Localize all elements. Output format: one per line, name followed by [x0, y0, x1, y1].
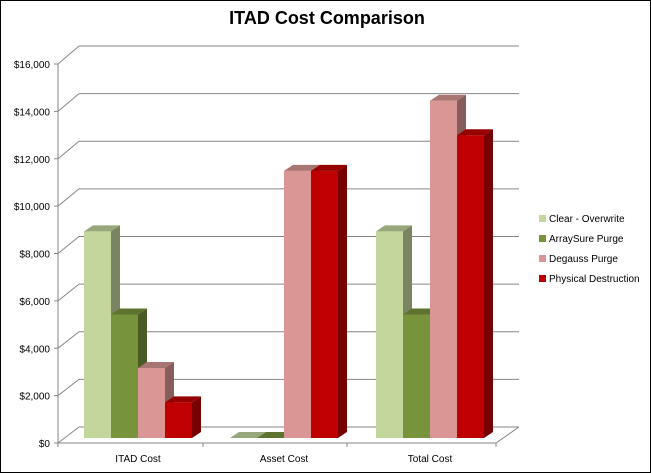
gridline-side: [57, 236, 80, 254]
bar: [230, 432, 266, 438]
bar-top: [111, 308, 147, 315]
gridline-side: [57, 378, 80, 397]
bar-top: [84, 225, 120, 232]
bar: [165, 396, 201, 438]
gridline-side: [57, 188, 80, 207]
x-tick-label: Total Cost: [408, 454, 453, 465]
legend-label: Degauss Purge: [549, 254, 618, 265]
legend-swatch: [539, 235, 546, 242]
legend-swatch: [539, 275, 546, 282]
bar-side: [192, 396, 201, 438]
gridline-side: [57, 426, 80, 444]
bar-front: [84, 231, 111, 438]
bar-front: [138, 367, 165, 438]
chart-title: ITAD Cost Comparison: [229, 8, 425, 28]
x-tick-label: Asset Cost: [260, 454, 309, 465]
bar-top: [430, 94, 466, 101]
bar-top: [311, 164, 347, 171]
bar-front: [284, 170, 311, 438]
y-tick-label: $6,000: [19, 297, 50, 308]
y-tick-label: $12,000: [14, 155, 51, 166]
bar-top: [376, 225, 412, 232]
bar-top: [284, 164, 320, 171]
gridline-side: [57, 140, 80, 160]
gridline-side: [57, 331, 80, 349]
x-tick-label: ITAD Cost: [115, 454, 161, 465]
bar-side: [338, 164, 347, 438]
bar-front: [111, 314, 138, 438]
y-tick-label: $10,000: [14, 202, 51, 213]
y-tick-label: $0: [39, 439, 51, 450]
legend-label: ArraySure Purge: [549, 234, 624, 245]
bar-top: [165, 396, 201, 403]
gridline-side: [57, 283, 80, 302]
bar-top: [457, 129, 493, 136]
bar-top: [138, 361, 174, 368]
bar-top: [230, 432, 266, 438]
bar-front: [457, 135, 484, 438]
legend-label: Clear - Overwrite: [549, 214, 625, 225]
gridline-side: [57, 45, 80, 65]
y-tick-label: $4,000: [19, 344, 50, 355]
bar: [311, 164, 347, 438]
bar-front: [311, 170, 338, 438]
legend-label: Physical Destruction: [549, 274, 640, 285]
bar: [457, 129, 493, 438]
legend-swatch: [539, 255, 546, 262]
y-tick-label: $14,000: [14, 107, 51, 118]
bar-side: [484, 129, 493, 438]
y-tick-label: $8,000: [19, 250, 50, 261]
gridline-side: [57, 93, 80, 112]
y-tick-label: $16,000: [14, 60, 51, 71]
y-tick-label: $2,000: [19, 392, 50, 403]
legend-swatch: [539, 215, 546, 222]
bar-front: [165, 402, 192, 438]
bar-front: [376, 231, 403, 438]
bar-front: [430, 100, 457, 438]
bar-front: [403, 314, 430, 438]
